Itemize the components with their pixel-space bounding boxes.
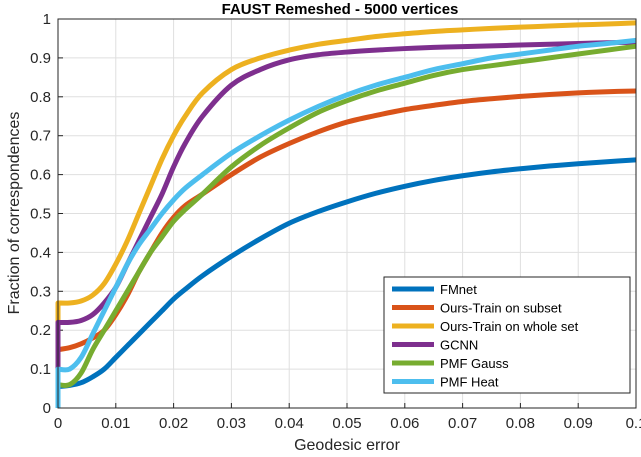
legend-label: PMF Heat: [440, 375, 499, 390]
y-tick-label: 0.8: [30, 89, 51, 106]
chart-title: FAUST Remeshed - 5000 vertices: [222, 1, 459, 18]
legend-label: Ours-Train on subset: [440, 301, 562, 316]
x-tick-label: 0.09: [564, 415, 593, 432]
series-lines: [55, 20, 637, 408]
y-tick-label: 1: [43, 11, 51, 28]
legend-label: Ours-Train on whole set: [440, 319, 579, 334]
y-tick-label: 0.2: [30, 322, 51, 339]
legend-box: [383, 276, 631, 394]
series-line-pmf-heat: [55, 37, 637, 408]
x-tick-label: 0.02: [159, 415, 188, 432]
plot-frame: [57, 18, 637, 409]
x-tick-labels: 0 0.01 0.02 0.03 0.04 0.05 0.06 0.07 0.08 0.09 0.1: [54, 415, 641, 432]
x-axis-label: Geodesic error: [294, 437, 400, 454]
x-tick-label: 0.1: [626, 415, 641, 432]
x-tick-label: 0.04: [275, 415, 304, 432]
y-tick-label: 0.4: [30, 244, 51, 261]
x-tick-label: 0.06: [390, 415, 419, 432]
x-tick-label: 0.07: [448, 415, 477, 432]
legend-label: GCNN: [440, 338, 478, 353]
series-line-pmf-gauss: [55, 43, 637, 408]
y-tick-label: 0.1: [30, 361, 51, 378]
legend-label: FMnet: [440, 282, 477, 297]
legend-label: PMF Gauss: [440, 356, 509, 371]
x-tick-label: 0.01: [101, 415, 130, 432]
y-tick-label: 0: [43, 400, 51, 417]
x-tick-label: 0: [54, 415, 62, 432]
y-tick-label: 0.6: [30, 167, 51, 184]
x-tick-label: 0.05: [332, 415, 361, 432]
y-tick-label: 0.3: [30, 283, 51, 300]
legend: FMnet Ours-Train on subset Ours-Train on w…: [383, 276, 631, 394]
x-tick-label: 0.08: [506, 415, 535, 432]
y-axis-label: Fraction of correspondences: [6, 112, 23, 315]
y-tick-label: 0.5: [30, 206, 51, 223]
y-tick-label: 0.7: [30, 128, 51, 145]
series-line-ours-train-on-whole-set: [55, 20, 637, 408]
y-tick-labels: 0 0.1 0.2 0.3 0.4 0.5 0.6 0.7 0.8 0.9 1: [30, 11, 51, 417]
x-tick-label: 0.03: [217, 415, 246, 432]
y-tick-label: 0.9: [30, 50, 51, 67]
series-line-fmnet: [55, 157, 637, 408]
